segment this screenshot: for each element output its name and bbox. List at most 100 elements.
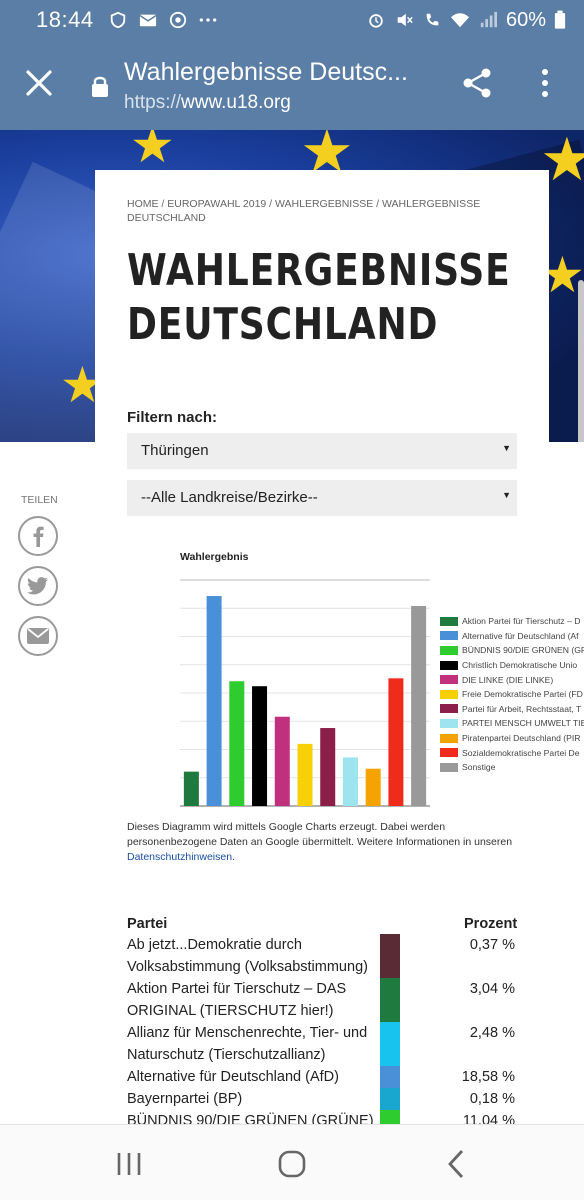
chart-bar[interactable] [411, 605, 427, 806]
chart-bar[interactable] [342, 757, 358, 806]
legend-swatch [440, 675, 458, 685]
legend-swatch [440, 631, 458, 641]
legend-swatch [440, 689, 458, 699]
filter-label: Filtern nach: [127, 409, 218, 426]
alarm-icon [369, 14, 383, 28]
legend-label: Alternative für Deutschland (Af [462, 630, 579, 641]
party-percent: 0,18 % [469, 1091, 515, 1107]
legend-label: Piratenpartei Deutschland (PIR [462, 733, 581, 744]
legend-swatch [440, 733, 458, 743]
url-scheme: https:// [124, 92, 182, 113]
election-bar-chart [180, 579, 430, 807]
share-label: TEILEN [21, 494, 58, 506]
twitter-icon [27, 577, 48, 595]
party-percent: 3,04 % [469, 981, 515, 997]
chart-bar[interactable] [183, 771, 199, 806]
lock-icon [92, 76, 108, 97]
legend-item[interactable]: PARTEI MENSCH UMWELT TIE [440, 716, 584, 731]
battery-percent: 60% [505, 8, 546, 31]
chart-bar[interactable] [388, 678, 404, 806]
legend-item[interactable]: Partei für Arbeit, Rechtsstaat, T [440, 702, 584, 717]
star-icon: ★ [130, 130, 175, 173]
party-color-swatch [380, 934, 400, 978]
scrollbar[interactable] [578, 280, 584, 442]
dropdown-arrow-icon: ▼ [502, 443, 511, 453]
page-tab-title[interactable]: Wahlergebnisse Deutsc... [124, 58, 408, 86]
clock: 18:44 [36, 7, 94, 32]
legend-label: PARTEI MENSCH UMWELT TIE [462, 718, 584, 729]
breadcrumb[interactable]: HOME / EUROPAWAHL 2019 / WAHLERGEBNISSE … [127, 198, 481, 224]
legend-item[interactable]: Piratenpartei Deutschland (PIR [440, 731, 584, 746]
chart-bar[interactable] [252, 686, 268, 806]
party-color-swatch [380, 978, 400, 1022]
legend-item[interactable]: Christlich Demokratische Unio [440, 658, 584, 673]
legend-item[interactable]: Alternative für Deutschland (Af [440, 629, 584, 644]
chart-bar[interactable] [365, 768, 381, 806]
chart-note-end: . [232, 851, 235, 863]
dropdown-arrow-icon: ▼ [502, 490, 511, 500]
chart-bar[interactable] [206, 596, 222, 806]
legend-item[interactable]: Freie Demokratische Partei (FD [440, 687, 584, 702]
wifi-call-icon [426, 13, 439, 26]
legend-item[interactable]: BÜNDNIS 90/DIE GRÜNEN (GR [440, 643, 584, 658]
party-name: Alternative für Deutschland (AfD) [127, 1069, 339, 1085]
back-icon[interactable] [440, 1147, 474, 1181]
legend-label: Aktion Partei für Tierschutz – D [462, 616, 581, 627]
more-dots-icon [199, 18, 216, 22]
legend-swatch [440, 616, 458, 626]
url-host: www.u18.org [181, 92, 291, 113]
battery-icon [554, 10, 566, 29]
party-name: Aktion Partei für Tierschutz – DAS ORIGI… [127, 981, 347, 1019]
legend-swatch [440, 660, 458, 670]
twitter-share-button[interactable] [18, 566, 58, 606]
party-name: Bayernpartei (BP) [127, 1091, 243, 1107]
legend-item[interactable]: Aktion Partei für Tierschutz – D [440, 614, 584, 629]
table-row: Ab jetzt...Demokratie durch Volksabstimm… [127, 934, 517, 978]
table-header-party: Partei [127, 916, 168, 932]
email-share-button[interactable] [18, 616, 58, 656]
status-bar: 18:44 60% [0, 0, 584, 40]
shield-icon [110, 11, 125, 29]
legend-label: Christlich Demokratische Unio [462, 660, 578, 671]
home-icon[interactable] [275, 1147, 309, 1181]
legend-label: Sonstige [462, 762, 496, 773]
legend-label: DIE LINKE (DIE LINKE) [462, 674, 554, 685]
party-color-swatch [380, 1088, 400, 1110]
table-row: Bayernpartei (BP) 0,18 % [127, 1088, 517, 1110]
chart-bar[interactable] [229, 681, 245, 806]
legend-swatch [440, 748, 458, 758]
state-select[interactable]: Thüringen ▼ [127, 433, 517, 469]
overflow-menu-icon[interactable] [538, 66, 552, 100]
url-field[interactable]: https://www.u18.org [124, 92, 291, 114]
party-percent: 0,37 % [469, 937, 515, 953]
party-percent: 18,58 % [461, 1069, 515, 1085]
table-header-percent: Prozent [464, 916, 518, 932]
facebook-share-button[interactable] [18, 516, 58, 556]
party-name: Ab jetzt...Demokratie durch Volksabstimm… [127, 937, 368, 975]
table-row: Aktion Partei für Tierschutz – DAS ORIGI… [127, 978, 517, 1022]
legend-label: Partei für Arbeit, Rechtsstaat, T [462, 703, 582, 714]
legend-item[interactable]: DIE LINKE (DIE LINKE) [440, 672, 584, 687]
district-select-value: --Alle Landkreise/Bezirke-- [141, 489, 318, 506]
wifi-icon [450, 13, 469, 28]
chart-legend: Aktion Partei für Tierschutz – D Alternat… [440, 614, 584, 775]
table-row: Allianz für Menschenrechte, Tier- und Na… [127, 1022, 517, 1066]
chart-bar[interactable] [297, 743, 313, 806]
mute-icon [397, 13, 413, 27]
browser-toolbar: Wahlergebnisse Deutsc... https://www.u18… [0, 40, 584, 130]
legend-swatch [440, 645, 458, 655]
privacy-link[interactable]: Datenschutzhinweisen [127, 851, 233, 863]
chart-bar[interactable] [320, 728, 336, 806]
party-name: Allianz für Menschenrechte, Tier- und Na… [127, 1025, 368, 1063]
district-select[interactable]: --Alle Landkreise/Bezirke-- ▼ [127, 480, 517, 516]
share-icon[interactable] [460, 66, 494, 100]
recents-icon[interactable] [112, 1147, 146, 1181]
system-nav-bar [0, 1124, 584, 1200]
legend-item[interactable]: Sozialdemokratische Partei De [440, 745, 584, 760]
chrome-icon [169, 11, 186, 29]
legend-item[interactable]: Sonstige [440, 760, 584, 775]
chart-bar[interactable] [274, 716, 290, 806]
close-icon[interactable] [24, 68, 54, 98]
email-icon [27, 628, 49, 644]
